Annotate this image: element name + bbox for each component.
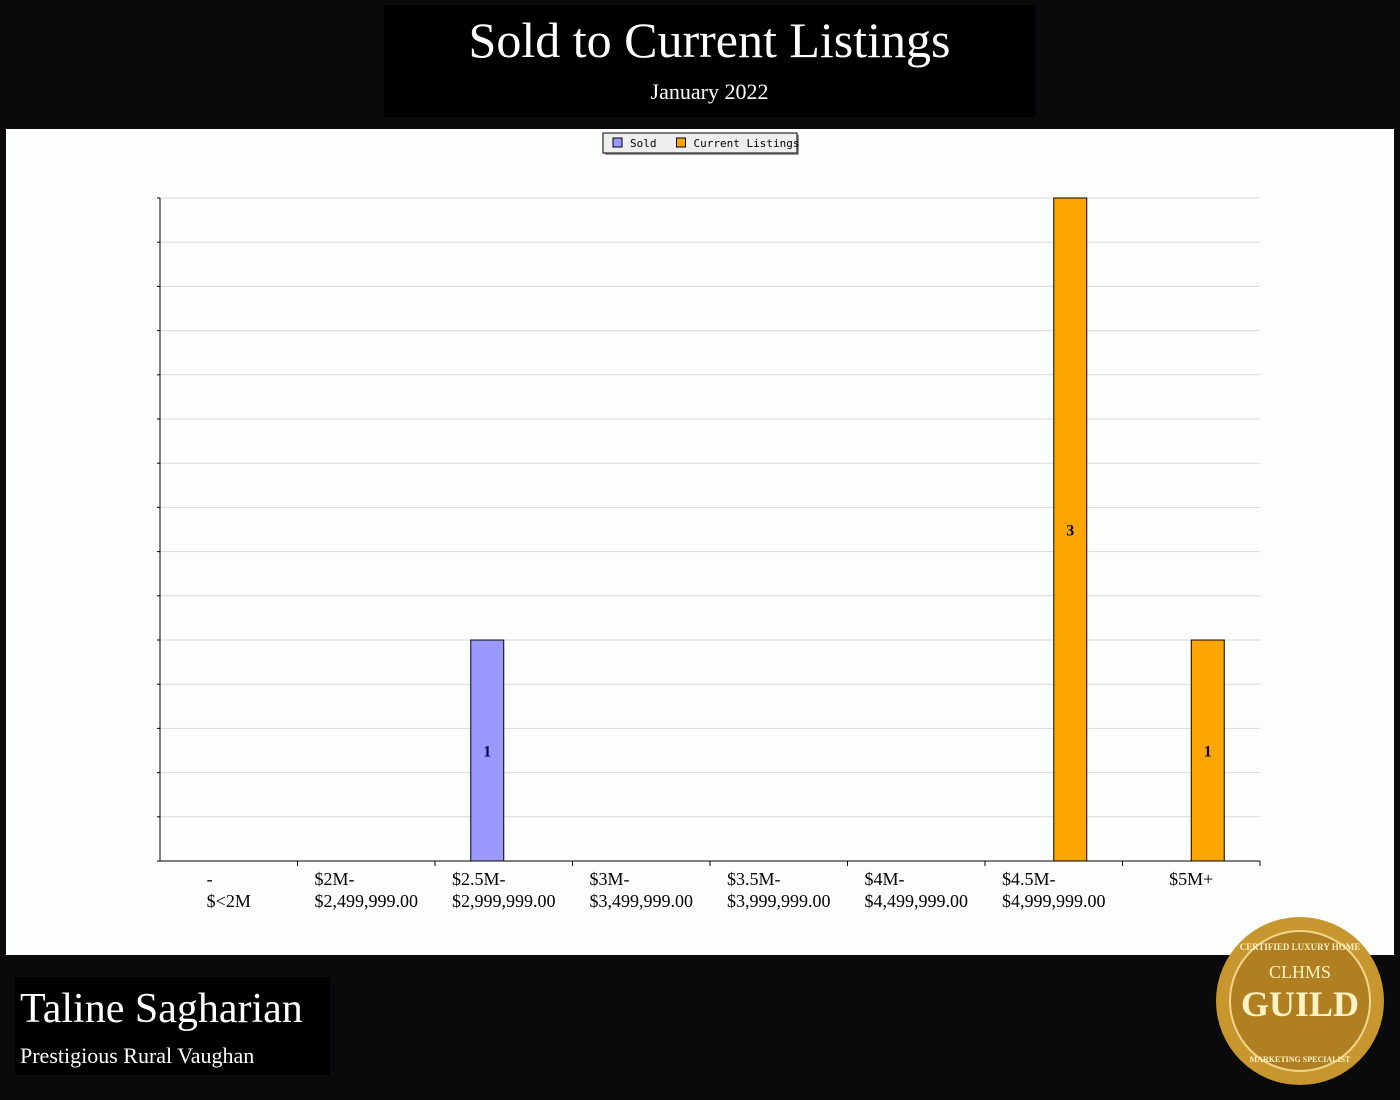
badge-main: GUILD xyxy=(1241,984,1359,1024)
bar xyxy=(1053,197,1088,862)
legend-swatch xyxy=(612,137,623,148)
legend: Sold Current Listings xyxy=(602,132,800,155)
x-tick-label: - $<2M xyxy=(206,869,251,911)
bar-value-label: 3 xyxy=(1066,523,1074,540)
bar-value-label: 1 xyxy=(1204,744,1212,761)
chart-panel xyxy=(6,129,1394,955)
bar xyxy=(470,639,505,862)
x-tick-label: $2.5M- $2,999,999.00 xyxy=(452,869,556,911)
bar xyxy=(1190,639,1225,862)
badge-top: CERTIFIED LUXURY HOME xyxy=(1240,942,1361,952)
x-tick-label: $3.5M- $3,999,999.00 xyxy=(727,869,831,911)
bar-value-label: 1 xyxy=(483,744,491,761)
subtitle: January 2022 xyxy=(650,79,769,104)
title-box: Sold to Current Listings January 2022 xyxy=(384,5,1035,117)
agent-name: Taline Sagharian xyxy=(20,986,303,1032)
badge-mid: CLHMS xyxy=(1269,962,1331,982)
x-tick-label: $3M- $3,499,999.00 xyxy=(589,869,694,911)
legend-label: Current Listings xyxy=(694,137,800,150)
x-tick-label: $4M- $4,499,999.00 xyxy=(864,869,969,911)
agent-area: Prestigious Rural Vaughan xyxy=(20,1043,255,1068)
x-tick-label: $5M+ xyxy=(1169,869,1214,889)
x-tick-label: $2M- $2,499,999.00 xyxy=(314,869,419,911)
x-tick-label: $4.5M- $4,999,999.00 xyxy=(1002,869,1106,911)
badge-bottom: MARKETING SPECIALIST xyxy=(1250,1055,1351,1064)
badge: CERTIFIED LUXURY HOME CLHMS GUILD MARKET… xyxy=(1216,917,1384,1085)
footer-box: Taline Sagharian Prestigious Rural Vaugh… xyxy=(15,977,330,1075)
title: Sold to Current Listings xyxy=(468,12,951,68)
legend-box xyxy=(602,132,798,154)
badge-inner xyxy=(1229,930,1371,1072)
legend-label: Sold xyxy=(630,137,657,150)
legend-swatch xyxy=(676,137,686,148)
